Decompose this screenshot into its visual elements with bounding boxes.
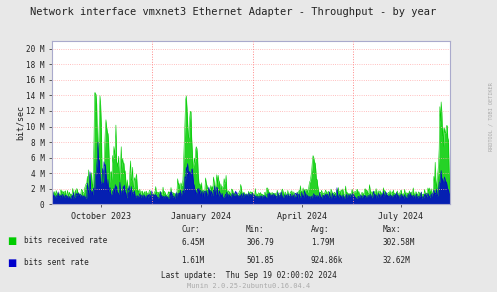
Text: bits received rate: bits received rate [24,237,107,245]
Text: bits sent rate: bits sent rate [24,258,88,267]
Text: 306.79: 306.79 [246,239,274,247]
Text: Min:: Min: [246,225,264,234]
Text: Network interface vmxnet3 Ethernet Adapter - Throughput - by year: Network interface vmxnet3 Ethernet Adapt… [30,7,437,17]
Text: 302.58M: 302.58M [383,239,415,247]
Text: RRDTOOL / TOBI OETIKER: RRDTOOL / TOBI OETIKER [489,82,494,151]
Text: 1.61M: 1.61M [181,256,205,265]
Text: 924.86k: 924.86k [311,256,343,265]
Text: ■: ■ [7,236,17,246]
Text: 6.45M: 6.45M [181,239,205,247]
Text: ■: ■ [7,258,17,268]
Text: Max:: Max: [383,225,401,234]
Text: 32.62M: 32.62M [383,256,411,265]
Text: 1.79M: 1.79M [311,239,334,247]
Text: 501.85: 501.85 [246,256,274,265]
Text: Avg:: Avg: [311,225,329,234]
Text: Cur:: Cur: [181,225,200,234]
Y-axis label: bit/sec: bit/sec [16,105,25,140]
Text: Last update:  Thu Sep 19 02:00:02 2024: Last update: Thu Sep 19 02:00:02 2024 [161,272,336,280]
Text: Munin 2.0.25-2ubuntu0.16.04.4: Munin 2.0.25-2ubuntu0.16.04.4 [187,283,310,289]
